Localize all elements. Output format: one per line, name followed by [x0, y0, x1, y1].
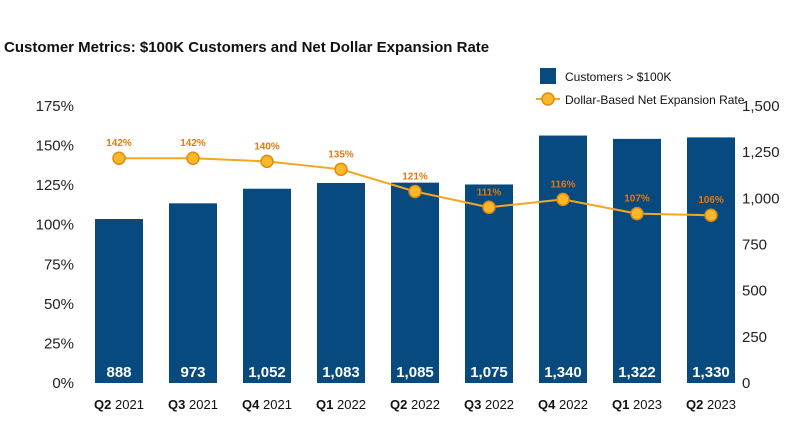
- bar-value-label: 1,322: [618, 364, 656, 381]
- y-right-tick-label: 1,000: [742, 190, 780, 207]
- expansion-rate-point: [630, 206, 644, 221]
- bar-value-label: 1,085: [396, 364, 434, 381]
- x-tick-year: 2022: [559, 397, 588, 412]
- expansion-rate-label: 135%: [328, 149, 354, 160]
- bar-value-label: 1,083: [322, 364, 360, 381]
- x-tick-label: Q1 2022: [316, 397, 366, 412]
- x-tick-year: 2021: [263, 397, 292, 412]
- y-left-tick-label: 150%: [36, 138, 74, 155]
- expansion-rate-label: 140%: [254, 141, 280, 152]
- expansion-rate-point: [556, 192, 570, 207]
- bar-value-label: 1,075: [470, 364, 508, 381]
- bar: [391, 182, 439, 383]
- x-tick-quarter: Q2: [390, 397, 411, 412]
- bar: [465, 184, 513, 383]
- y-right-tick-label: 1,500: [742, 98, 780, 115]
- y-left-tick-label: 100%: [36, 217, 74, 234]
- bar: [317, 183, 365, 383]
- x-tick-quarter: Q2: [686, 397, 707, 412]
- x-tick-year: 2021: [115, 397, 144, 412]
- x-tick-quarter: Q4: [538, 397, 559, 412]
- x-tick-year: 2021: [189, 397, 218, 412]
- expansion-rate-label: 142%: [106, 138, 132, 149]
- expansion-rate-point: [260, 154, 274, 169]
- x-tick-year: 2022: [337, 397, 366, 412]
- y-left-tick-label: 50%: [44, 296, 74, 313]
- x-tick-year: 2022: [485, 397, 514, 412]
- bar: [95, 219, 143, 383]
- bar-value-label: 1,052: [248, 364, 286, 381]
- x-tick-quarter: Q3: [464, 397, 485, 412]
- legend-label-customers: Customers > $100K: [565, 70, 671, 84]
- expansion-rate-point: [482, 200, 496, 215]
- bar-value-label: 1,340: [544, 364, 582, 381]
- expansion-rate-point: [186, 151, 200, 165]
- bar: [687, 137, 735, 383]
- bar-value-label: 973: [180, 364, 205, 381]
- x-tick-label: Q3 2021: [168, 397, 218, 412]
- x-tick-label: Q4 2022: [538, 397, 588, 412]
- bar: [169, 203, 217, 383]
- bar: [243, 188, 291, 383]
- x-tick-label: Q2 2023: [686, 397, 736, 412]
- y-right-tick-label: 500: [742, 283, 767, 300]
- legend-swatch-customers: [540, 68, 556, 84]
- x-tick-quarter: Q2: [94, 397, 115, 412]
- x-tick-year: 2023: [633, 397, 662, 412]
- expansion-rate-point: [704, 208, 718, 222]
- y-right-tick-label: 250: [742, 329, 767, 346]
- expansion-rate-label: 111%: [477, 187, 502, 198]
- x-tick-label: Q1 2023: [612, 397, 662, 412]
- y-left-tick-label: 0%: [52, 375, 74, 392]
- x-tick-label: Q3 2022: [464, 397, 514, 412]
- y-left-tick-label: 175%: [36, 98, 74, 115]
- legend-marker-expansion: [541, 92, 555, 106]
- y-left-tick-label: 75%: [44, 256, 74, 273]
- legend-label-expansion: Dollar-Based Net Expansion Rate: [565, 93, 745, 107]
- x-tick-label: Q2 2022: [390, 397, 440, 412]
- bar: [539, 135, 587, 383]
- y-right-tick-label: 1,250: [742, 144, 780, 161]
- y-right-tick-label: 0: [742, 375, 750, 392]
- expansion-rate-point: [408, 184, 422, 199]
- bar: [613, 138, 661, 383]
- x-tick-quarter: Q1: [316, 397, 337, 412]
- expansion-rate-point: [334, 162, 348, 177]
- x-tick-year: 2022: [411, 397, 440, 412]
- chart-title: Customer Metrics: $100K Customers and Ne…: [4, 39, 490, 56]
- y-right-tick-label: 750: [742, 237, 767, 254]
- expansion-rate-label: 106%: [698, 195, 724, 206]
- x-tick-quarter: Q3: [168, 397, 189, 412]
- expansion-rate-point: [112, 151, 126, 165]
- bar-value-label: 888: [106, 364, 131, 381]
- y-left-tick-label: 25%: [44, 335, 74, 352]
- x-tick-quarter: Q1: [612, 397, 633, 412]
- x-tick-label: Q4 2021: [242, 397, 292, 412]
- x-tick-label: Q2 2021: [94, 397, 144, 412]
- x-tick-quarter: Q4: [242, 397, 263, 412]
- expansion-rate-label: 121%: [402, 171, 428, 182]
- bar-value-label: 1,330: [692, 364, 730, 381]
- expansion-rate-label: 116%: [550, 179, 575, 190]
- y-left-tick-label: 125%: [36, 177, 74, 194]
- x-tick-year: 2023: [707, 397, 736, 412]
- expansion-rate-label: 107%: [624, 194, 650, 205]
- expansion-rate-label: 142%: [180, 138, 206, 149]
